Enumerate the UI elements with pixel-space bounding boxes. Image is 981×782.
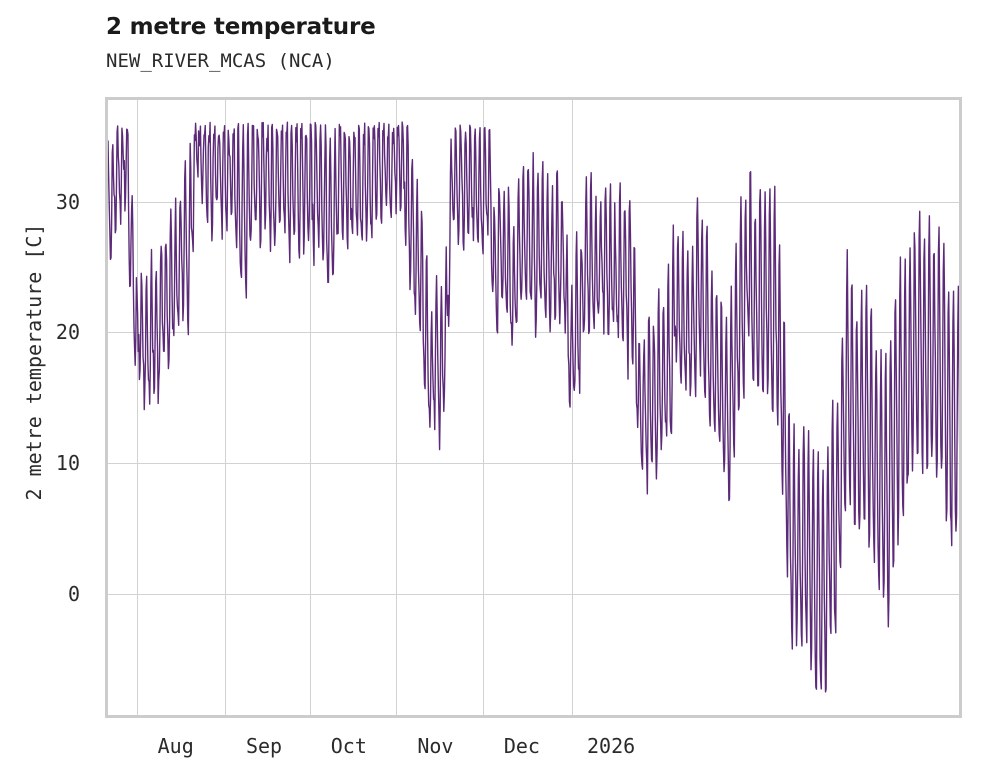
temperature-series [105, 121, 962, 693]
page-title: 2 metre temperature [106, 14, 376, 40]
x-axis-tick-label: Oct [330, 734, 367, 758]
plot-area [105, 97, 962, 718]
x-axis-tick-label: Dec [503, 734, 540, 758]
gridline-vertical [396, 97, 398, 718]
gridline-vertical [309, 97, 311, 718]
gridline-horizontal [105, 332, 962, 334]
gridline-horizontal [105, 593, 962, 595]
gridline-vertical [225, 97, 226, 718]
y-axis-ticks: 0 10 20 30 [0, 97, 94, 718]
plot-background [105, 97, 962, 718]
gridline-horizontal [105, 463, 962, 465]
gridline-vertical [136, 97, 138, 718]
x-axis-tick-label: 2026 [587, 734, 636, 758]
x-axis-tick-label: Sep [245, 734, 283, 758]
x-axis-ticks: Aug Sep Oct Nov Dec 2026 [105, 722, 962, 772]
gridline-vertical [482, 97, 484, 718]
page-subtitle: NEW_RIVER_MCAS (NCA) [106, 50, 335, 72]
y-axis-tick-label: 0 [67, 581, 80, 606]
gridline-vertical [572, 97, 574, 718]
y-axis-tick-label: 20 [55, 320, 80, 345]
y-axis-tick-label: 10 [55, 451, 80, 476]
x-axis-tick-label: Nov [417, 734, 454, 758]
y-axis-tick-label: 30 [55, 189, 80, 214]
x-axis-tick-label: Aug [157, 734, 194, 758]
temperature-line [105, 121, 962, 693]
